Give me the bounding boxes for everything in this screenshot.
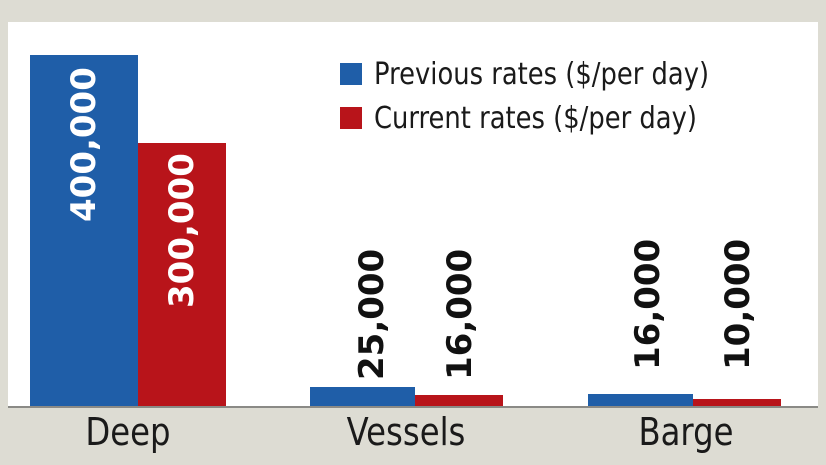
legend-item-previous: Previous rates ($/per day) bbox=[340, 52, 764, 96]
value-label-barge-current: 10,000 bbox=[718, 238, 758, 370]
value-label-barge-previous: 16,000 bbox=[628, 238, 668, 370]
value-label-deep-current: 300,000 bbox=[162, 153, 202, 308]
value-label-vessels-current: 16,000 bbox=[440, 248, 480, 380]
category-label-deep: Deep bbox=[85, 410, 171, 454]
x-axis-baseline bbox=[8, 406, 818, 408]
bar-deep-previous bbox=[30, 55, 138, 407]
category-label-vessels: Vessels bbox=[346, 410, 466, 454]
legend-label-previous: Previous rates ($/per day) bbox=[374, 56, 710, 92]
bar-vessels-current bbox=[415, 395, 503, 407]
bar-vessels-previous bbox=[310, 387, 415, 407]
legend-item-current: Current rates ($/per day) bbox=[340, 96, 764, 140]
legend: Previous rates ($/per day) Current rates… bbox=[340, 52, 764, 140]
bar-barge-previous bbox=[588, 394, 693, 407]
bar-deep-current bbox=[138, 143, 226, 407]
legend-swatch-red-icon bbox=[340, 107, 362, 129]
legend-label-current: Current rates ($/per day) bbox=[374, 100, 697, 136]
category-label-barge: Barge bbox=[638, 410, 734, 454]
bar-barge-current bbox=[693, 399, 781, 407]
value-label-deep-previous: 400,000 bbox=[64, 67, 104, 222]
value-label-vessels-previous: 25,000 bbox=[352, 248, 392, 380]
legend-swatch-blue-icon bbox=[340, 63, 362, 85]
